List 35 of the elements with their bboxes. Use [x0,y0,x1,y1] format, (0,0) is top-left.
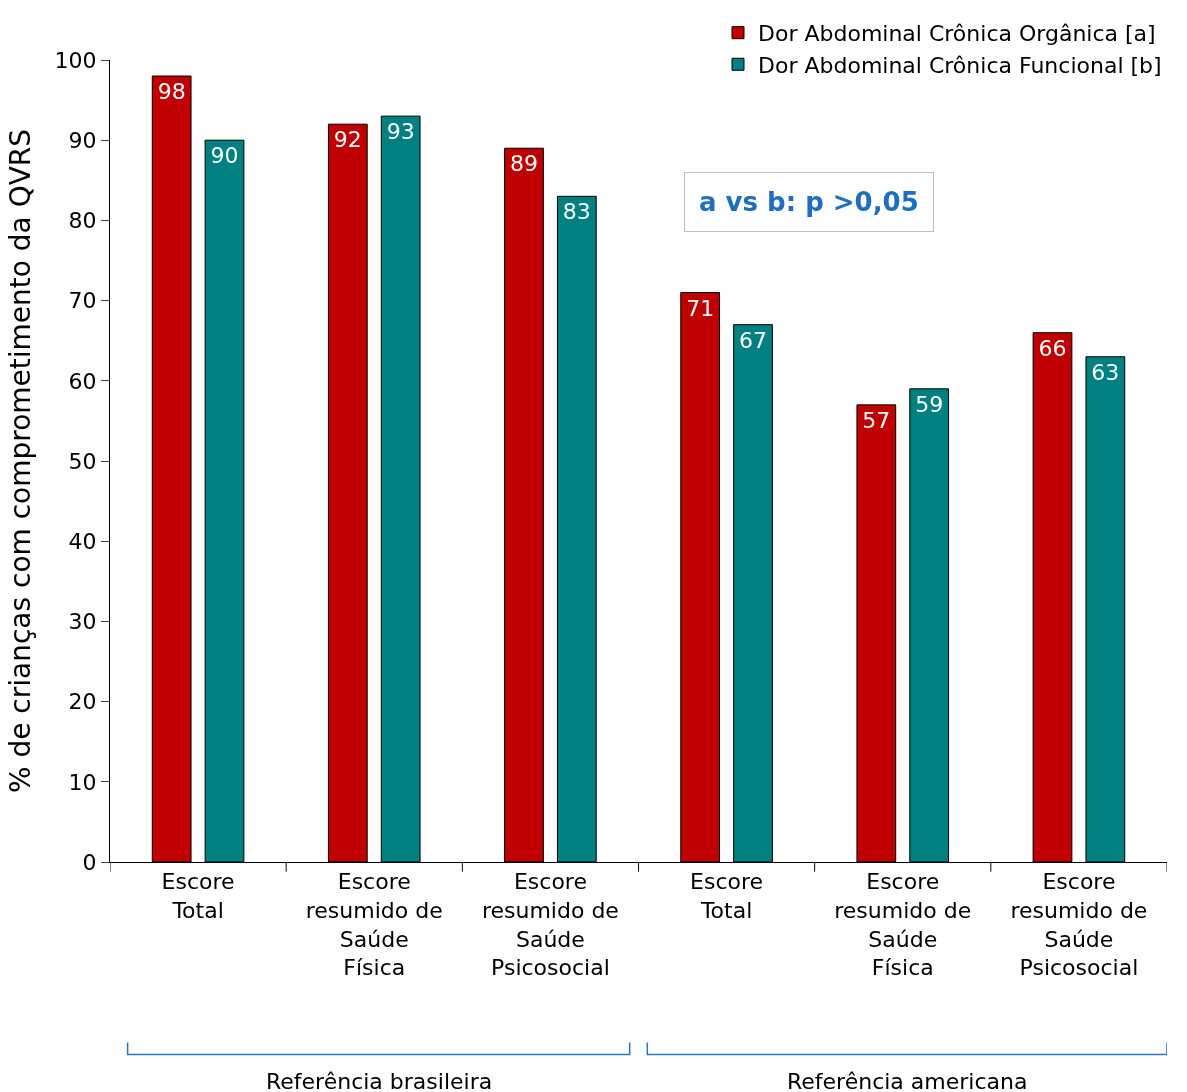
x-tick-label: Escore Total [690,869,764,923]
y-tick-label: 100 [54,47,97,73]
data-label: 67 [739,327,768,353]
y-tick-label: 0 [82,849,97,875]
data-label: 83 [562,199,591,225]
x-tick-label: Escore resumido de Saúde Psicosocial [1010,869,1148,981]
legend-label: Dor Abdominal Crônica Funcional [b] [758,52,1162,78]
data-label: 92 [333,127,362,153]
x-tick-label: Escore Total [161,869,235,923]
x-tick-label: Escore resumido de Saúde Física [305,869,443,981]
y-tick-label: 30 [68,609,97,635]
data-label: 59 [915,391,944,417]
data-label: 98 [157,79,186,105]
legend-label: Dor Abdominal Crônica Orgânica [a] [758,21,1156,47]
annotation: a vs b: p >0,05 [699,187,919,217]
y-tick-label: 60 [68,368,97,394]
data-label: 71 [686,295,715,321]
data-label: 57 [862,407,891,433]
y-tick-label: 90 [68,127,97,153]
y-tick-label: 70 [68,288,97,314]
y-axis-title: % de crianças com comprometimento da QVRS [4,128,38,794]
data-label: 90 [210,143,239,169]
x-tick-label: Escore resumido de Saúde Psicosocial [481,869,619,981]
data-label: 93 [386,119,415,145]
y-tick-label: 40 [68,528,97,554]
data-label: 89 [509,151,538,177]
y-tick-label: 50 [68,448,97,474]
y-tick-label: 10 [68,769,97,795]
text: Referência americana [787,1069,1028,1092]
text: Referência brasileira [266,1069,493,1092]
data-label: 63 [1091,359,1120,385]
data-label: 66 [1038,335,1067,361]
x-tick-label: Escore resumido de Saúde Física [834,869,972,981]
y-tick-label: 80 [68,208,97,234]
y-tick-label: 20 [68,689,97,715]
